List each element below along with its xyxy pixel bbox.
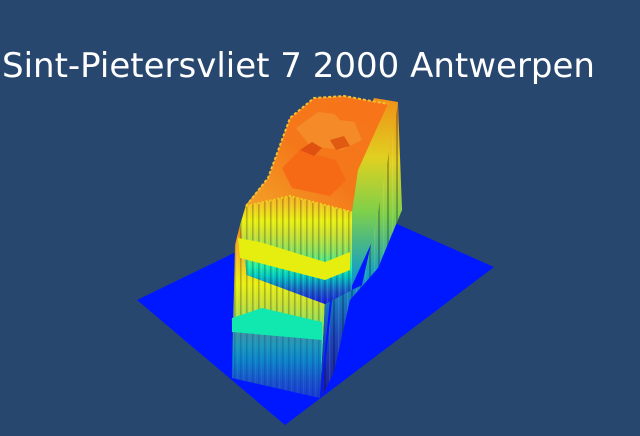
roof-edge [245, 94, 389, 207]
roof-detail-4 [300, 142, 322, 156]
address-title: Sint-Pietersvliet 7 2000 Antwerpen [2, 46, 595, 86]
building-right-face [320, 98, 398, 398]
roof-detail-1 [282, 150, 346, 196]
building-yellow-band [238, 238, 350, 280]
roof-front-edge [245, 194, 353, 213]
building-green-band [232, 308, 322, 340]
roof-detail-5 [330, 136, 350, 150]
roof-detail-3 [326, 100, 384, 124]
building-right-face-texture [322, 104, 402, 396]
